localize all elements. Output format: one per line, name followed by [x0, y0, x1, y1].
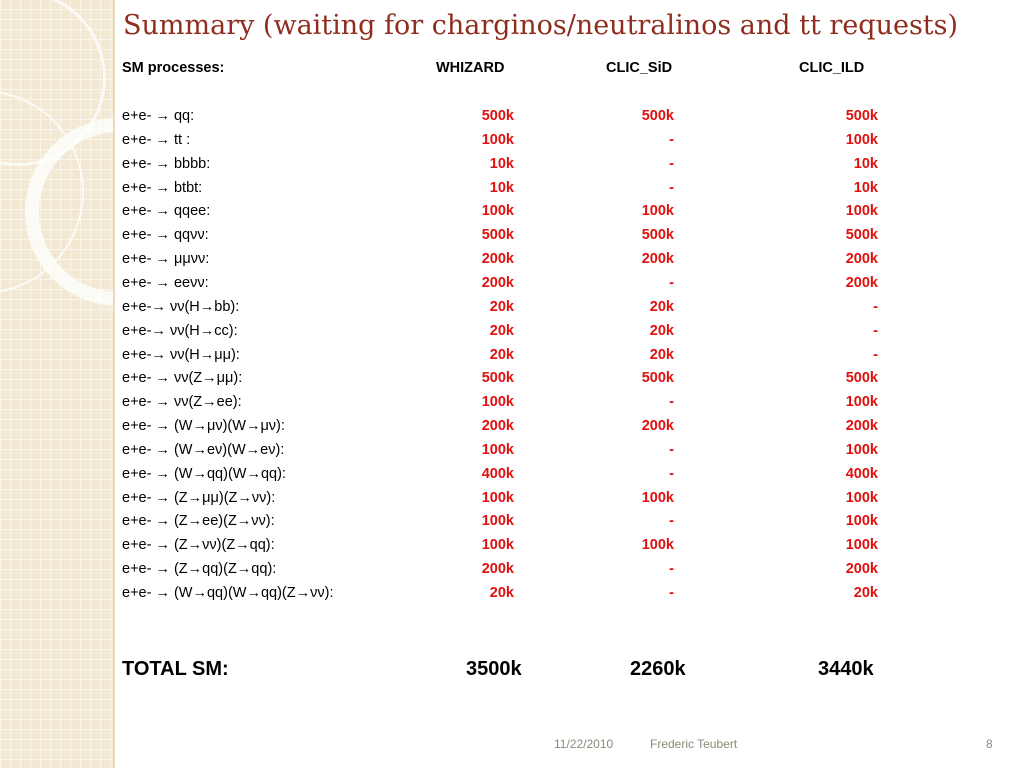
value-whizard: 100k: [481, 442, 514, 458]
slide-title: Summary (waiting for charginos/neutralin…: [123, 10, 959, 41]
value-clic-sid: 20k: [649, 323, 674, 339]
decorative-sidebar: [0, 0, 113, 768]
total-clic-ild: 3440k: [818, 658, 874, 680]
value-whizard: 20k: [489, 347, 514, 363]
value-clic-sid: -: [669, 561, 674, 577]
value-whizard: 100k: [481, 513, 514, 529]
value-whizard: 100k: [481, 394, 514, 410]
value-clic-ild: 100k: [845, 537, 878, 553]
process-label: e+e- → eeνν:: [122, 275, 209, 291]
value-clic-ild: 200k: [845, 561, 878, 577]
total-clic-sid: 2260k: [630, 658, 686, 680]
value-clic-sid: -: [669, 394, 674, 410]
footer-author: Frederic Teubert: [650, 737, 738, 751]
value-clic-sid: -: [669, 156, 674, 172]
process-label: e+e- → bbbb:: [122, 156, 211, 172]
process-label: e+e- → (W→eν)(W→eν):: [122, 442, 285, 458]
value-whizard: 100k: [481, 537, 514, 553]
value-whizard: 500k: [481, 108, 514, 124]
process-label: e+e-→ νν(H→μμ):: [122, 347, 240, 363]
value-clic-ild: -: [873, 323, 878, 339]
value-clic-sid: -: [669, 275, 674, 291]
value-clic-sid: 200k: [641, 418, 674, 434]
process-label: e+e- → (W→qq)(W→qq)(Z→νν):: [122, 585, 334, 601]
value-clic-sid: 500k: [641, 108, 674, 124]
process-label: e+e- → νν(Z→ee):: [122, 394, 242, 410]
value-clic-sid: -: [669, 585, 674, 601]
process-label: e+e- → qq:: [122, 108, 195, 124]
process-label: e+e- → (W→qq)(W→qq):: [122, 466, 286, 482]
value-whizard: 20k: [489, 299, 514, 315]
value-clic-sid: -: [669, 180, 674, 196]
value-clic-sid: -: [669, 132, 674, 148]
value-clic-ild: 200k: [845, 418, 878, 434]
value-clic-ild: 20k: [853, 585, 878, 601]
process-label: e+e- → (Z→μμ)(Z→νν):: [122, 490, 276, 506]
value-clic-ild: 10k: [853, 156, 878, 172]
process-label: e+e- → (W→μν)(W→μν):: [122, 418, 285, 434]
sidebar-divider: [113, 0, 115, 768]
process-label: e+e- → btbt:: [122, 180, 203, 196]
footer-page-number: 8: [986, 737, 993, 751]
value-clic-ild: 100k: [845, 394, 878, 410]
value-clic-sid: 20k: [649, 299, 674, 315]
value-clic-ild: 200k: [845, 275, 878, 291]
column-header-whizard: WHIZARD: [436, 60, 505, 76]
process-label: e+e- → (Z→νν)(Z→qq):: [122, 537, 275, 553]
value-clic-sid: 100k: [641, 537, 674, 553]
value-whizard: 100k: [481, 132, 514, 148]
value-clic-sid: 20k: [649, 347, 674, 363]
value-clic-sid: 500k: [641, 227, 674, 243]
value-clic-sid: 500k: [641, 370, 674, 386]
processes-header: SM processes:: [122, 60, 225, 76]
column-header-clic-ild: CLIC_ILD: [799, 60, 865, 76]
value-clic-ild: 100k: [845, 203, 878, 219]
value-clic-ild: 100k: [845, 490, 878, 506]
value-clic-ild: 500k: [845, 108, 878, 124]
value-whizard: 400k: [481, 466, 514, 482]
value-clic-ild: 500k: [845, 370, 878, 386]
value-whizard: 10k: [489, 180, 514, 196]
value-clic-ild: 100k: [845, 442, 878, 458]
process-label: e+e- → qqee:: [122, 203, 211, 219]
value-clic-sid: 100k: [641, 203, 674, 219]
value-clic-ild: 500k: [845, 227, 878, 243]
value-clic-sid: -: [669, 513, 674, 529]
value-clic-ild: 10k: [853, 180, 878, 196]
value-whizard: 20k: [489, 323, 514, 339]
process-label: e+e-→ νν(H→bb):: [122, 299, 240, 315]
process-label: e+e-→ νν(H→cc):: [122, 323, 238, 339]
column-header-clic-sid: CLIC_SiD: [606, 60, 673, 76]
value-whizard: 500k: [481, 370, 514, 386]
value-whizard: 20k: [489, 585, 514, 601]
process-label: e+e- → qqνν:: [122, 227, 209, 243]
value-whizard: 200k: [481, 561, 514, 577]
value-clic-ild: -: [873, 299, 878, 315]
value-clic-ild: 200k: [845, 251, 878, 267]
value-clic-sid: -: [669, 442, 674, 458]
value-clic-ild: 100k: [845, 132, 878, 148]
footer-date: 11/22/2010: [554, 737, 614, 751]
value-clic-ild: 100k: [845, 513, 878, 529]
value-clic-ild: 400k: [845, 466, 878, 482]
process-label: e+e- → μμνν:: [122, 251, 210, 267]
value-clic-sid: 200k: [641, 251, 674, 267]
value-whizard: 200k: [481, 251, 514, 267]
value-whizard: 100k: [481, 490, 514, 506]
total-label: TOTAL SM:: [122, 658, 229, 680]
value-whizard: 10k: [489, 156, 514, 172]
value-clic-ild: -: [873, 347, 878, 363]
value-clic-sid: 100k: [641, 490, 674, 506]
process-label: e+e- → νν(Z→μμ):: [122, 370, 243, 386]
total-whizard: 3500k: [466, 658, 522, 680]
process-label: e+e- → (Z→ee)(Z→νν):: [122, 513, 275, 529]
value-whizard: 200k: [481, 418, 514, 434]
process-label: e+e- → tt :: [122, 132, 191, 148]
value-whizard: 500k: [481, 227, 514, 243]
value-clic-sid: -: [669, 466, 674, 482]
value-whizard: 100k: [481, 203, 514, 219]
process-label: e+e- → (Z→qq)(Z→qq):: [122, 561, 277, 577]
value-whizard: 200k: [481, 275, 514, 291]
